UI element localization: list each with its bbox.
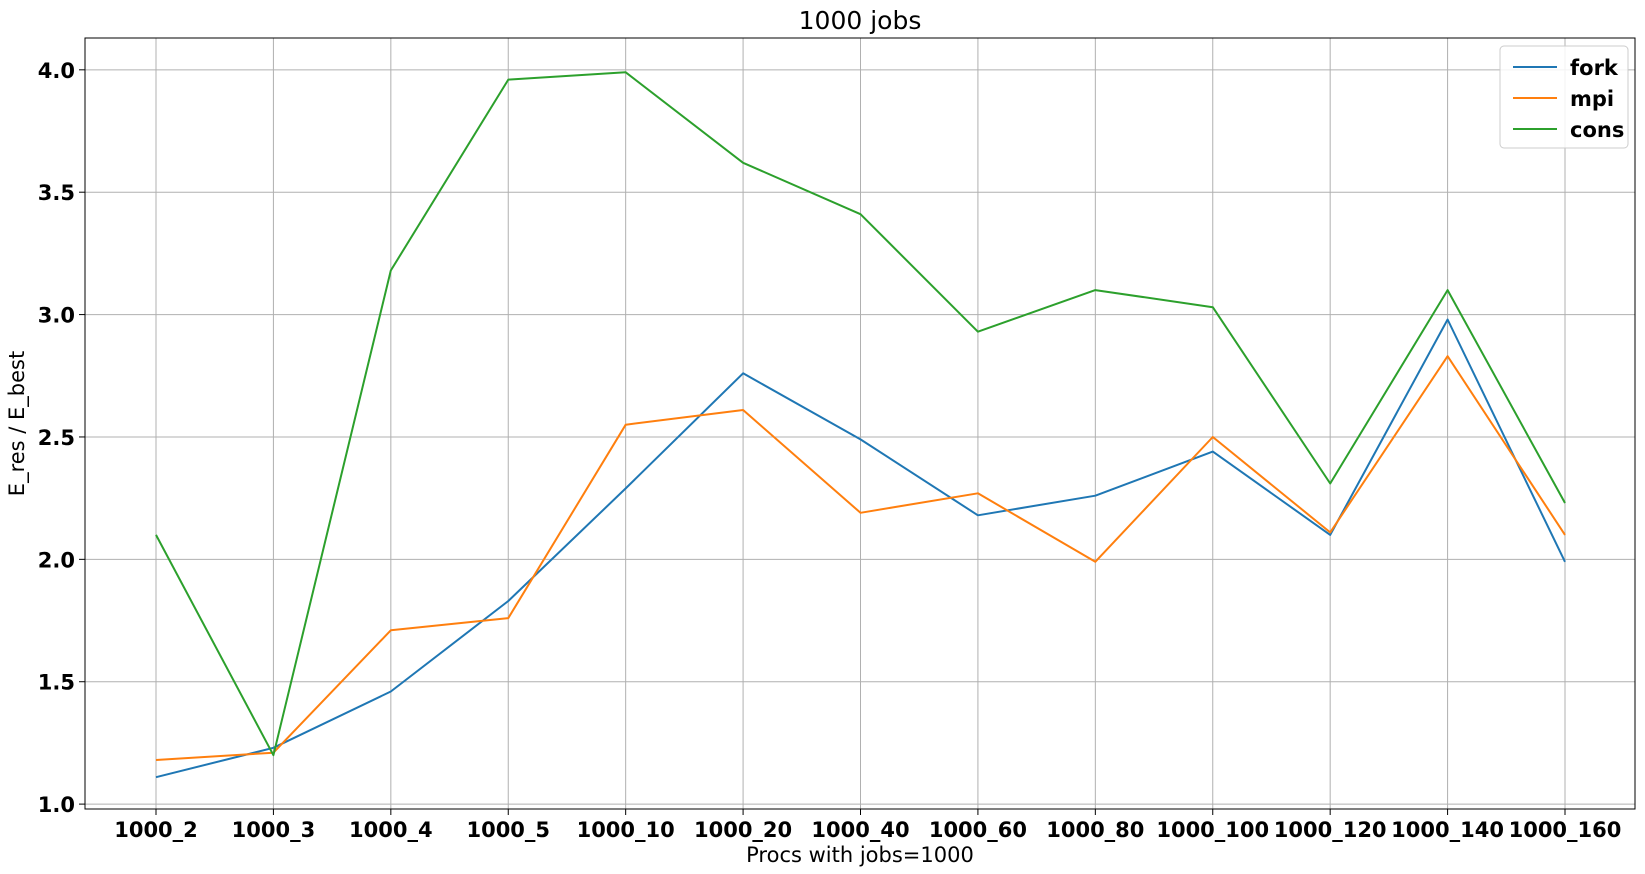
x-tick-label: 1000_140: [1391, 818, 1504, 842]
x-tick-label: 1000_10: [577, 818, 675, 842]
x-tick-label: 1000_160: [1509, 818, 1622, 842]
legend-label-cons: cons: [1570, 118, 1624, 142]
axis-ticks: 1000_2 1000_3 1000_4 1000_5 1000_10 1000_20 10…: [38, 59, 1622, 842]
x-tick-label: 1000_5: [466, 818, 550, 842]
x-tick-label: 1000_100: [1156, 818, 1269, 842]
y-tick-label: 4.0: [38, 59, 75, 83]
legend-label-mpi: mpi: [1570, 87, 1614, 111]
x-tick-label: 1000_2: [114, 818, 198, 842]
series-line-cons: [155, 71, 1566, 757]
y-tick-label: 2.5: [38, 426, 75, 450]
x-tick-label: 1000_60: [929, 818, 1027, 842]
x-tick-label: 1000_20: [694, 818, 792, 842]
y-axis-label: E_res / E_best: [5, 351, 30, 496]
y-tick-label: 1.0: [38, 793, 75, 817]
series-line-mpi: [155, 355, 1566, 761]
y-tick-label: 2.0: [38, 548, 75, 572]
grid: [85, 38, 1635, 809]
legend: fork mpi cons: [1499, 45, 1629, 149]
chart-title: 1000 jobs: [799, 6, 922, 35]
y-tick-label: 3.0: [38, 304, 75, 328]
x-tick-label: 1000_120: [1274, 818, 1387, 842]
x-tick-label: 1000_40: [811, 818, 909, 842]
legend-label-fork: fork: [1570, 56, 1619, 80]
y-tick-label: 1.5: [38, 671, 75, 695]
series-line-fork: [155, 318, 1566, 779]
x-tick-label: 1000_3: [232, 818, 316, 842]
x-tick-label: 1000_4: [349, 818, 433, 842]
legend-box: [1499, 45, 1629, 149]
series-lines: [155, 71, 1566, 779]
x-axis-label: Procs with jobs=1000: [746, 843, 974, 867]
x-tick-label: 1000_80: [1046, 818, 1144, 842]
y-tick-label: 3.5: [38, 181, 75, 205]
